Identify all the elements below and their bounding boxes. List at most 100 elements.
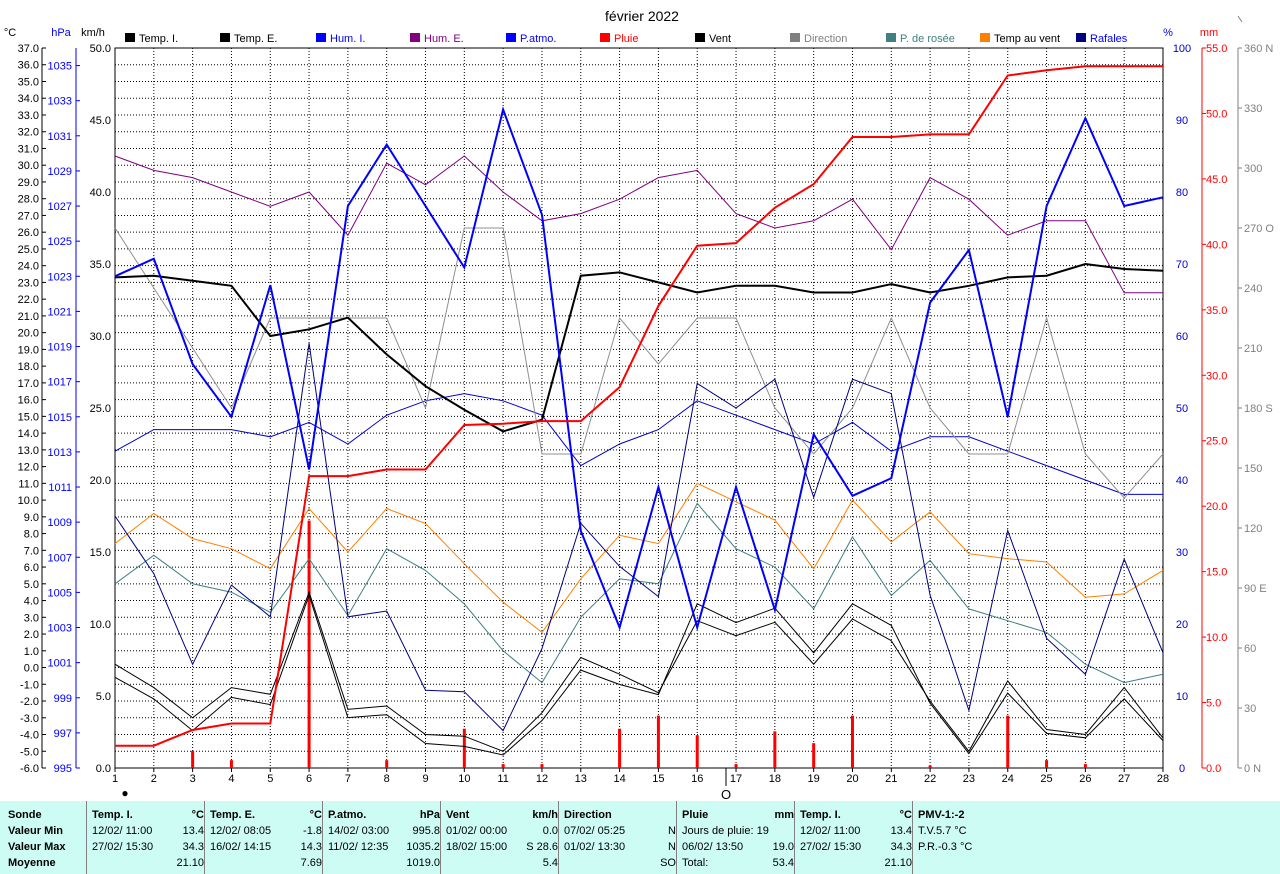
temp-tick-label: 10.0 <box>18 495 39 507</box>
direction-tick-label: 0 N <box>1244 763 1261 775</box>
stats-column-separator <box>86 801 87 874</box>
legend-label: Pluie <box>614 33 638 45</box>
rain-bar <box>928 765 932 768</box>
humidity-tick-label: 70 <box>1176 259 1188 271</box>
x-tick-label: 22 <box>924 773 936 785</box>
x-tick-label: 12 <box>536 773 548 785</box>
series-line-hum-e- <box>114 155 1163 294</box>
stats-cell: 34.3 <box>182 841 204 853</box>
x-tick-label: 9 <box>422 773 428 785</box>
stats-cell: km/h <box>532 809 558 821</box>
axis-unit-label: km/h <box>81 27 105 39</box>
stats-cell: 1035.2 <box>406 841 440 853</box>
direction-tick-label: 240 <box>1244 283 1262 295</box>
rain-tick-label: 25.0 <box>1206 436 1227 448</box>
axis-unit-label: hPa <box>51 27 71 39</box>
series-line-temp-i- <box>114 262 1164 433</box>
stats-cell: 14/02/ 03:00 <box>328 825 390 837</box>
temp-tick-label: 33.0 <box>18 110 39 122</box>
stats-cell: 34.3 <box>890 841 912 853</box>
stats-column-separator <box>558 801 559 874</box>
direction-tick-label: 30 <box>1244 703 1256 715</box>
series-line-vent <box>114 593 1164 756</box>
temp-tick-label: 34.0 <box>18 93 39 105</box>
rain-bar <box>385 760 389 768</box>
direction-tick-label: 120 <box>1244 523 1262 535</box>
stats-column-separator <box>204 801 205 874</box>
temp-tick-label: 25.0 <box>18 244 39 256</box>
pressure-tick-label: 1031 <box>48 131 72 143</box>
stats-cell: 12/02/ 08:05 <box>210 825 272 837</box>
temp-tick-label: 7.0 <box>24 545 39 557</box>
stats-cell: Temp. E. <box>210 809 256 821</box>
pressure-tick-label: 997 <box>54 728 72 740</box>
x-tick-label: 14 <box>613 773 625 785</box>
x-tick-label: 27 <box>1118 773 1130 785</box>
stats-cell: 18/02/ 15:00 <box>446 841 508 853</box>
legend-label: P. de rosée <box>900 33 955 45</box>
rain-tick-label: 20.0 <box>1206 501 1227 513</box>
wind-tick-label: 10.0 <box>90 619 111 631</box>
moon-marker: O <box>721 787 731 800</box>
humidity-tick-label: 80 <box>1176 187 1188 199</box>
direction-tick-label: 60 <box>1244 643 1256 655</box>
temp-tick-label: -2.0 <box>20 696 39 708</box>
temp-tick-label: 19.0 <box>18 344 39 356</box>
pressure-tick-label: 1021 <box>48 306 72 318</box>
chart-title: février 2022 <box>605 8 679 24</box>
x-tick-label: 8 <box>384 773 390 785</box>
stats-cell: mm <box>774 809 794 821</box>
stats-column-separator <box>794 801 795 874</box>
temp-tick-label: 18.0 <box>18 361 39 373</box>
temp-tick-label: 0.0 <box>24 663 39 675</box>
legend-label: Hum. I. <box>330 33 365 45</box>
x-tick-label: 11 <box>497 773 508 785</box>
temp-tick-label: 6.0 <box>24 562 39 574</box>
humidity-tick-label: 0 <box>1179 763 1185 775</box>
stats-cell: 14.3 <box>300 841 322 853</box>
stats-cell: Temp. I. <box>800 809 841 821</box>
pressure-tick-label: 1017 <box>48 377 72 389</box>
x-tick-label: 4 <box>228 773 234 785</box>
stats-cell: SO <box>660 857 676 869</box>
rain-bar <box>191 750 195 768</box>
pressure-tick-label: 1007 <box>48 552 72 564</box>
humidity-tick-label: 20 <box>1176 619 1188 631</box>
stats-cell: T.V.5.7 °C <box>918 825 967 837</box>
rain-bar <box>501 764 505 768</box>
x-tick-label: 23 <box>963 773 975 785</box>
stats-column-separator <box>912 801 913 874</box>
rain-bars <box>191 520 1087 768</box>
stats-column-separator <box>322 801 323 874</box>
humidity-tick-label: 30 <box>1176 547 1188 559</box>
stats-cell: Direction <box>564 809 612 821</box>
rain-bar <box>1083 764 1087 768</box>
rain-bar <box>1045 760 1049 768</box>
legend-swatch <box>506 33 516 42</box>
stats-cell <box>564 807 676 823</box>
direction-tick-label: 330 <box>1244 103 1262 115</box>
rain-bar <box>540 764 544 768</box>
temp-tick-label: -4.0 <box>20 730 39 742</box>
temp-tick-label: 26.0 <box>18 227 39 239</box>
rain-bar <box>773 731 777 768</box>
x-tick-label: 24 <box>1002 773 1014 785</box>
rain-bar <box>462 728 466 768</box>
x-tick-label: 17 <box>730 773 742 785</box>
legend-swatch <box>410 33 420 42</box>
stats-cell: 995.8 <box>412 825 440 837</box>
humidity-tick-label: 50 <box>1176 403 1188 415</box>
pressure-tick-label: 1009 <box>48 517 72 529</box>
humidity-tick-label: 10 <box>1176 691 1188 703</box>
pressure-tick-label: 1005 <box>48 587 72 599</box>
weather-chart: février 2022 Temp. I. Temp. E. Hum. I. Hum.… <box>3 8 1275 800</box>
stats-cell: 06/02/ 13:50 <box>682 841 744 853</box>
legend-swatch <box>1076 33 1086 42</box>
legend-label: Direction <box>804 33 847 45</box>
rain-bar <box>656 715 660 768</box>
humidity-tick-label: 40 <box>1176 475 1188 487</box>
x-tick-label: 21 <box>885 773 897 785</box>
humidity-tick-label: 60 <box>1176 331 1188 343</box>
series-line-hum-i- <box>114 393 1163 495</box>
temp-tick-label: 29.0 <box>18 177 39 189</box>
